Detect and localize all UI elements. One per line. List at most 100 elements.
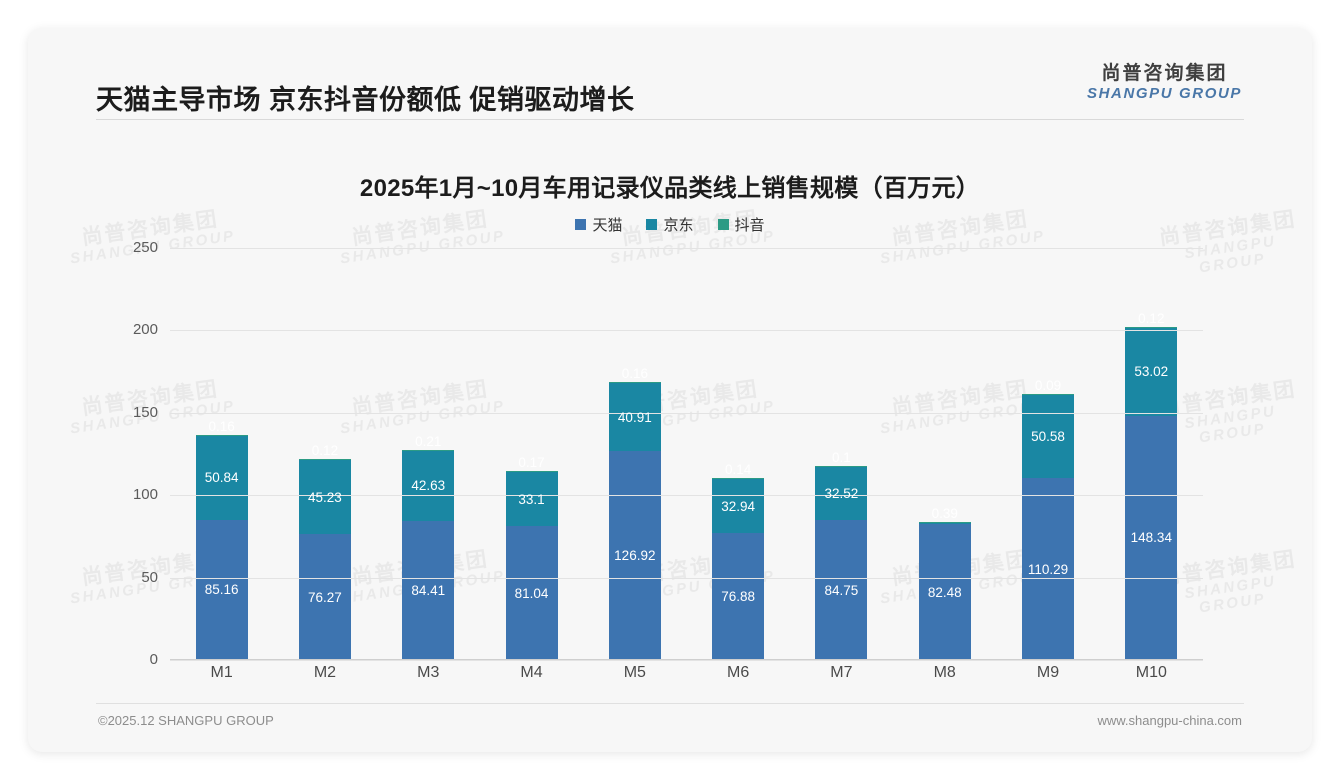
bar-value-label: 0.21: [415, 433, 442, 449]
bar-value-label: 76.88: [721, 589, 756, 605]
y-axis-tick-label: 250: [132, 239, 158, 256]
bar-segment-抖音[interactable]: 0.09: [1022, 378, 1075, 395]
bar-group-M8[interactable]: 0.39 82.48: [918, 248, 971, 660]
bar-value-label: 148.34: [1130, 530, 1172, 546]
bar-value-label: 84.41: [411, 582, 446, 598]
bar-group-M2[interactable]: 0.12 45.23 76.27: [298, 248, 351, 660]
bar-segment-抖音[interactable]: 0.17: [505, 455, 558, 472]
bar-group-M4[interactable]: 0.17 33.1 81.04: [505, 248, 558, 660]
x-axis-tick-label: M3: [417, 664, 440, 681]
legend-label: 天猫: [592, 217, 623, 234]
bar-segment-天猫[interactable]: 82.48: [918, 524, 971, 660]
bar-group-M6[interactable]: 0.14 32.94 76.88: [712, 248, 765, 660]
bar-value-label: 40.91: [617, 409, 652, 425]
gridline: [170, 248, 1203, 249]
bar-segment-抖音[interactable]: 0.39: [918, 506, 971, 524]
bar-value-label: 50.58: [1031, 429, 1065, 445]
bar-segment-天猫[interactable]: 110.29: [1022, 478, 1075, 660]
y-axis-tick-label: 100: [132, 486, 158, 504]
bar-segment-京东[interactable]: 33.1: [505, 471, 558, 527]
x-axis-line: [170, 659, 1203, 660]
legend-item-2[interactable]: 京东: [646, 214, 694, 235]
x-axis-labels: M1 M2 M3 M4 M5 M6 M7 M8 M9 M10: [170, 664, 1203, 682]
bar-value-label: 53.02: [1134, 364, 1169, 380]
bar-value-label: 84.75: [824, 582, 859, 598]
footer-divider: [96, 703, 1244, 704]
bar-segment-京东[interactable]: 50.84: [195, 435, 248, 520]
bar-value-label: 85.16: [204, 582, 239, 598]
bar-segment-京东[interactable]: 45.23: [298, 459, 351, 535]
y-axis-tick-label: 150: [132, 403, 158, 421]
bar-value-label: 0.39: [931, 506, 958, 522]
brand-logo: 尚普咨询集团 SHANGPU GROUP: [1087, 63, 1242, 102]
bar-segment-天猫[interactable]: 76.27: [298, 534, 351, 660]
legend-item-1[interactable]: 天猫: [575, 214, 622, 235]
gridline: [170, 412, 1203, 414]
x-axis-tick-label: M1: [210, 664, 233, 681]
bar-segment-京东[interactable]: 50.58: [1022, 394, 1075, 479]
legend-swatch-icon: [646, 219, 658, 230]
slide-canvas: 天猫主导市场 京东抖音份额低 促销驱动增长 尚普咨询集团 SHANGPU GRO…: [28, 28, 1312, 752]
bar-group-M9[interactable]: 0.09 50.58 110.29: [1022, 248, 1075, 660]
bar-value-label: 33.1: [518, 491, 545, 507]
bar-segment-抖音[interactable]: 0.1: [815, 450, 868, 467]
bar-segment-天猫[interactable]: 126.92: [608, 450, 661, 660]
footer-copyright: ©2025.12 SHANGPU GROUP: [98, 713, 274, 728]
bar-value-label: 0.12: [1138, 311, 1165, 327]
gridline: [170, 330, 1203, 332]
bar-segment-抖音[interactable]: 0.12: [298, 443, 351, 460]
bar-value-label: 82.48: [927, 584, 962, 600]
bar-segment-天猫[interactable]: 76.88: [712, 533, 765, 660]
bar-value-label: 0.09: [1034, 377, 1062, 393]
bar-value-label: 32.94: [721, 498, 756, 514]
bar-segment-抖音[interactable]: 0.14: [712, 462, 765, 480]
bar-segment-京东[interactable]: 53.02: [1125, 328, 1178, 416]
bar-segment-天猫[interactable]: 81.04: [505, 526, 558, 660]
bar-group-M5[interactable]: 0.16 40.91 126.92: [608, 248, 661, 660]
bar-segment-京东[interactable]: 42.63: [402, 450, 455, 521]
bar-segment-抖音[interactable]: 0.21: [402, 434, 455, 451]
bar-value-label: 0.14: [724, 462, 752, 478]
bar-segment-天猫[interactable]: 148.34: [1125, 415, 1178, 660]
bar-value-label: 0.1: [832, 449, 851, 465]
chart-area: 0.16 50.84 85.16 0.12 45.23 76.27 0.21 42.63 84.…: [28, 224, 1312, 694]
bar-segment-京东[interactable]: 32.52: [815, 466, 868, 521]
x-axis-tick-label: M6: [727, 664, 750, 681]
gridline: [170, 660, 1203, 661]
x-axis-tick-label: M9: [1036, 664, 1060, 681]
bar-segment-京东[interactable]: 40.91: [608, 383, 661, 451]
bar-segment-天猫[interactable]: 85.16: [195, 519, 248, 660]
chart-title: 2025年1月~10月车用记录仪品类线上销售规模（百万元）: [359, 175, 981, 202]
bar-group-M3[interactable]: 0.21 42.63 84.41: [402, 248, 455, 660]
bar-segment-抖音[interactable]: 0.12: [1125, 311, 1178, 329]
bar-value-label: 126.92: [614, 547, 656, 563]
bar-group-M1[interactable]: 0.16 50.84 85.16: [195, 248, 248, 660]
bar-segment-京东[interactable]: 32.94: [712, 479, 765, 534]
legend-swatch-icon: [575, 219, 587, 230]
bar-group-M10[interactable]: 0.12 53.02 148.34: [1125, 248, 1178, 660]
bar-group-M7[interactable]: 0.1 32.52 84.75: [815, 248, 868, 660]
y-axis-tick-label: 0: [149, 651, 158, 668]
bar-segment-抖音[interactable]: 0.16: [195, 419, 248, 436]
bar-segment-天猫[interactable]: 84.41: [402, 520, 455, 660]
bar-value-label: 42.63: [411, 478, 446, 494]
bar-value-label: 50.84: [204, 470, 239, 486]
bar-value-label: 0.12: [311, 442, 339, 458]
bar-value-label: 81.04: [514, 585, 549, 601]
plot-region: 0.16 50.84 85.16 0.12 45.23 76.27 0.21 42.63 84.…: [133, 239, 1203, 668]
bar-value-label: 32.52: [824, 486, 859, 502]
page-title: 天猫主导市场 京东抖音份额低 促销驱动增长: [96, 85, 635, 115]
legend-label: 京东: [663, 217, 694, 234]
x-axis-tick-label: M7: [830, 664, 853, 681]
bar-segment-抖音[interactable]: 0.16: [608, 366, 661, 384]
gridline: [170, 495, 1203, 497]
bar-segment-京东[interactable]: [918, 523, 971, 525]
y-axis-tick-label: 200: [132, 321, 158, 339]
x-axis-tick-label: M10: [1135, 664, 1167, 681]
bar-segment-天猫[interactable]: 84.75: [815, 520, 868, 660]
legend-item-3[interactable]: 抖音: [717, 214, 765, 235]
bar-value-label: 0.16: [208, 418, 235, 434]
bar-value-label: 45.23: [308, 489, 342, 505]
gridline: [170, 577, 1203, 579]
legend-swatch-icon: [717, 219, 729, 230]
